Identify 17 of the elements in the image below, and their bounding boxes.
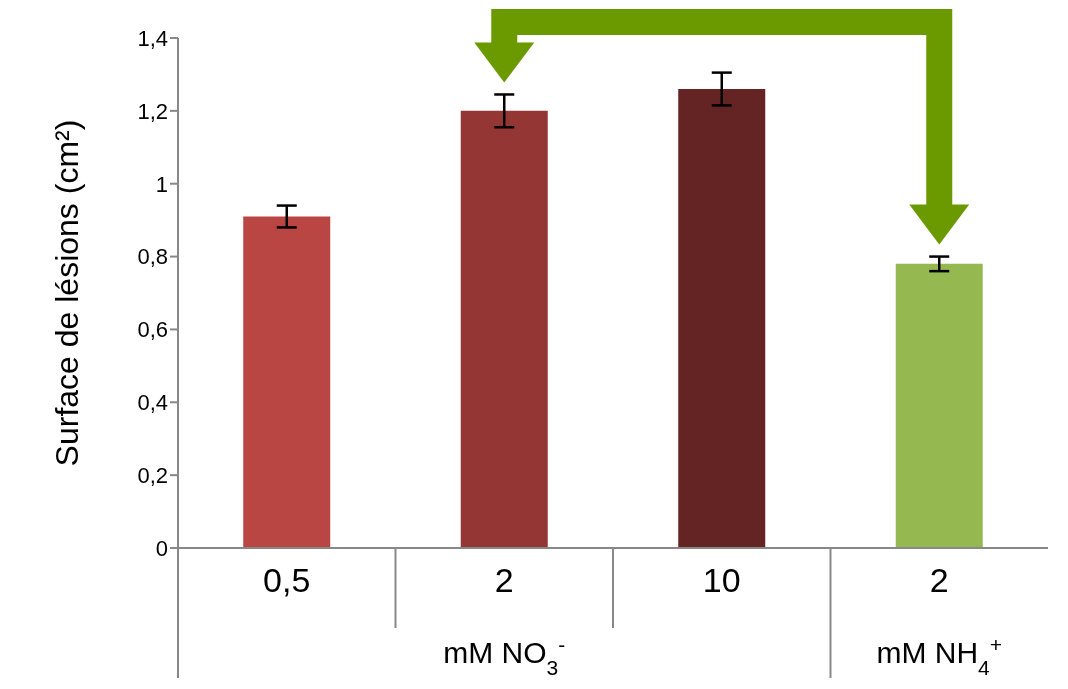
y-tick-label: 0,6: [137, 317, 168, 343]
y-axis-title: Surface de lésions (cm²): [49, 119, 85, 467]
y-tick-label: 0,8: [137, 244, 168, 270]
y-tick-label: 0: [155, 535, 168, 561]
y-tick-label: 0,2: [137, 462, 168, 488]
x-tick-label: 2: [929, 561, 949, 600]
bar: [678, 89, 766, 548]
bar: [243, 216, 331, 548]
y-tick-label: 0,4: [137, 390, 168, 416]
y-tick-label: 1,4: [137, 25, 168, 51]
x-tick-label: 10: [702, 561, 741, 600]
x-tick-label: 0,5: [263, 561, 311, 600]
bar: [460, 110, 548, 548]
y-tick-label: 1,2: [137, 98, 168, 124]
y-tick-label: 1: [155, 171, 168, 197]
bar: [895, 263, 983, 548]
x-tick-label: 2: [494, 561, 514, 600]
